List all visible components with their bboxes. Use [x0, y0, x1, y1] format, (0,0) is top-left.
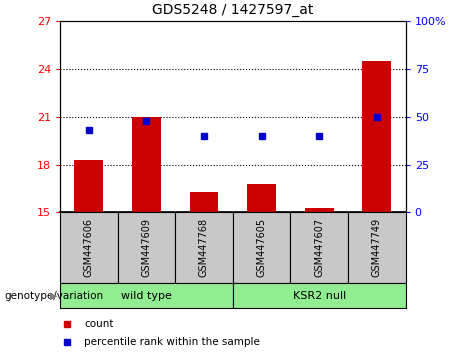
Bar [305, 207, 334, 212]
Bar [118, 212, 175, 283]
Text: GSM447749: GSM447749 [372, 218, 382, 278]
Text: wild type: wild type [121, 291, 172, 301]
Bar [247, 184, 276, 212]
Text: KSR2 null: KSR2 null [293, 291, 346, 301]
Text: GSM447605: GSM447605 [257, 218, 266, 278]
Text: count: count [84, 319, 113, 329]
Bar [362, 61, 391, 212]
Bar [60, 212, 118, 283]
Text: percentile rank within the sample: percentile rank within the sample [84, 337, 260, 348]
Bar [348, 212, 406, 283]
Text: genotype/variation: genotype/variation [5, 291, 104, 301]
Bar [233, 212, 290, 283]
Text: GSM447606: GSM447606 [84, 218, 94, 277]
Text: GSM447607: GSM447607 [314, 218, 324, 278]
Title: GDS5248 / 1427597_at: GDS5248 / 1427597_at [152, 4, 313, 17]
Bar [60, 283, 233, 308]
Text: GSM447609: GSM447609 [142, 218, 151, 277]
Bar [189, 192, 219, 212]
Text: GSM447768: GSM447768 [199, 218, 209, 278]
Bar [132, 117, 161, 212]
Bar [74, 160, 103, 212]
Bar [290, 212, 348, 283]
Bar [233, 283, 406, 308]
Text: ▶: ▶ [50, 291, 58, 301]
Bar [175, 212, 233, 283]
